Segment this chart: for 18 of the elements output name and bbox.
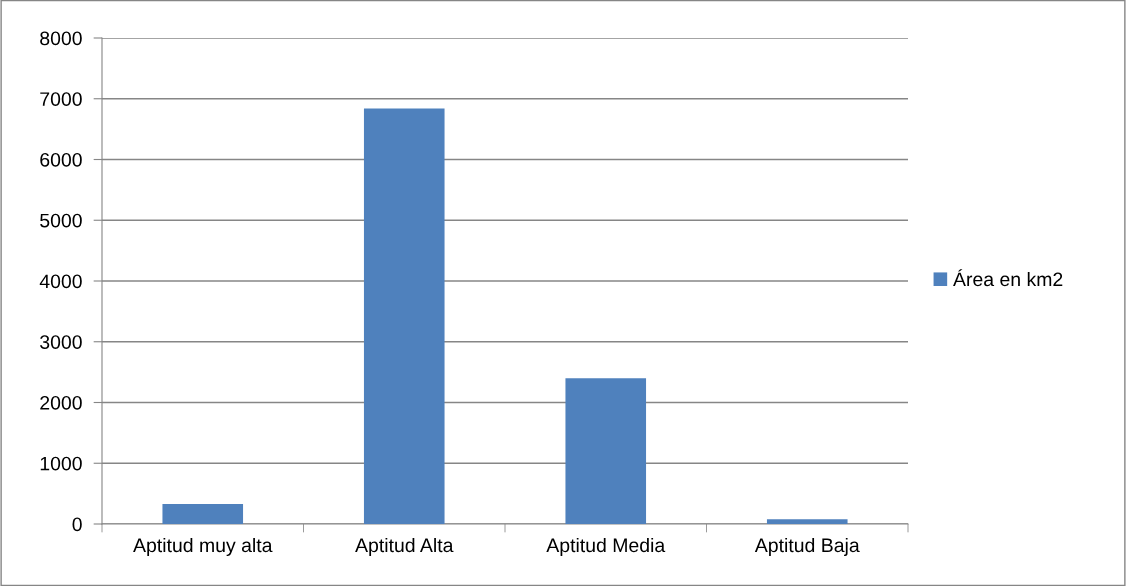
y-tick-label: 7000	[40, 92, 82, 106]
x-tick-label: Aptitud Baja	[754, 537, 860, 557]
bar	[766, 519, 848, 524]
y-tick-label: 1000	[40, 456, 82, 471]
y-tick-label: 3000	[40, 335, 82, 349]
bar	[363, 108, 445, 524]
x-tick-label: Aptitud muy alta	[133, 537, 273, 557]
y-tick-label: 6000	[40, 152, 82, 167]
legend-label: Área en km2	[953, 269, 1063, 287]
y-tick-label: 8000	[40, 31, 82, 46]
x-tick-label: Aptitud Alta	[355, 537, 454, 557]
y-tick-label: 4000	[39, 274, 82, 289]
x-tick-label: Aptitud Media	[546, 537, 666, 557]
y-tick-label: 0	[72, 517, 82, 532]
y-tick-label: 5000	[40, 213, 82, 228]
y-tick-label: 2000	[40, 395, 82, 410]
bar	[565, 378, 647, 524]
bar	[162, 503, 244, 524]
